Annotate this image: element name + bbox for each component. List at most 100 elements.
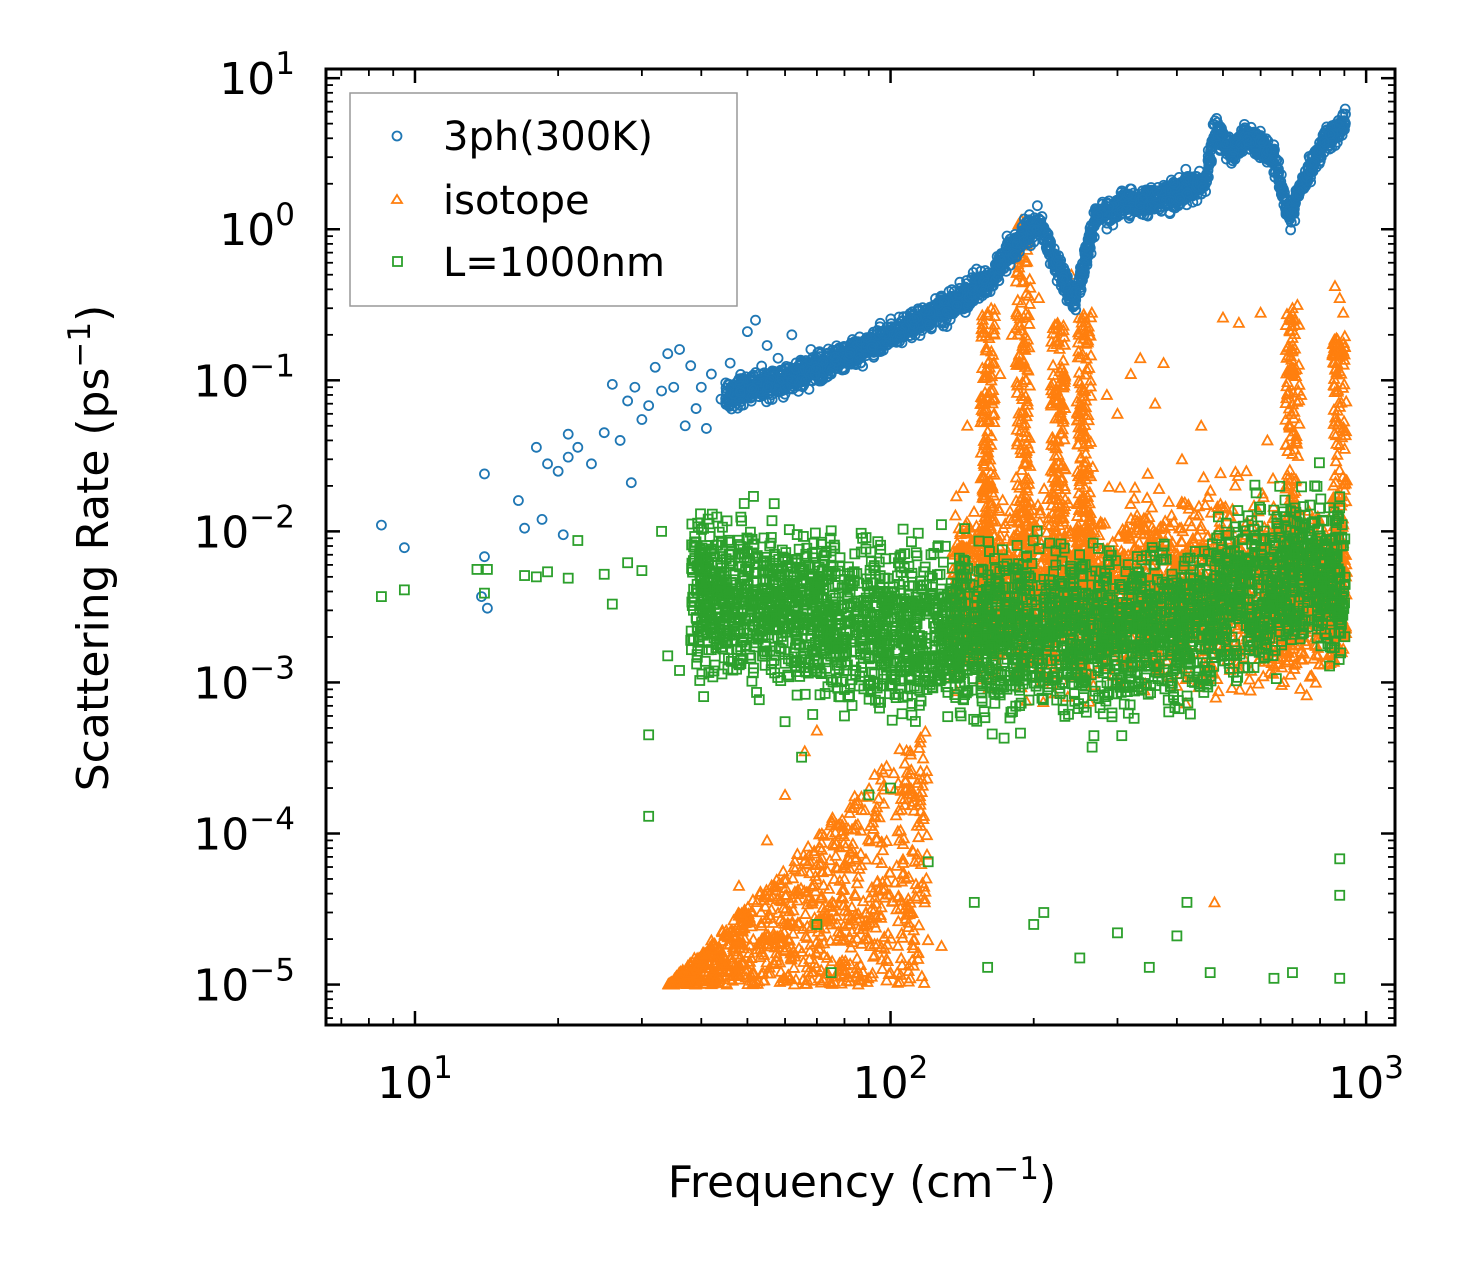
- isotope-point: [850, 931, 864, 944]
- isotope-point: [823, 853, 837, 866]
- isotope-point: [852, 972, 866, 985]
- isotope-point: [909, 889, 923, 902]
- isotope-point: [814, 963, 828, 976]
- isotope-point: [903, 905, 918, 917]
- isotope-point: [696, 956, 710, 968]
- isotope-point: [830, 817, 844, 830]
- isotope-point: [846, 913, 860, 926]
- isotope-point: [727, 944, 741, 957]
- isotope-point: [757, 948, 771, 960]
- isotope-point: [1152, 482, 1166, 494]
- isotope-point: [786, 871, 800, 884]
- isotope-point: [845, 900, 859, 912]
- isotope-point: [868, 948, 882, 961]
- isotope-point: [719, 929, 733, 941]
- isotope-point: [907, 958, 921, 971]
- isotope-point: [680, 974, 694, 987]
- isotope-point: [914, 731, 928, 743]
- isotope-point: [825, 814, 839, 826]
- isotope-point: [878, 890, 892, 903]
- isotope-point: [866, 885, 880, 898]
- isotope-point: [956, 481, 970, 493]
- isotope-point: [865, 969, 879, 982]
- isotope-point: [905, 784, 919, 796]
- isotope-point: [917, 809, 931, 821]
- isotope-point: [812, 937, 826, 949]
- isotope-point: [807, 877, 821, 890]
- isotope-point: [869, 831, 883, 844]
- isotope-point: [715, 925, 729, 938]
- isotope-point: [894, 823, 908, 836]
- isotope-point: [777, 872, 791, 885]
- isotope-point: [825, 912, 839, 925]
- isotope-point: [724, 950, 738, 963]
- isotope-point: [773, 955, 787, 968]
- isotope-point: [866, 822, 880, 834]
- isotope-point: [786, 926, 800, 939]
- isotope-point: [788, 884, 802, 897]
- isotope-point: [920, 828, 934, 841]
- isotope-point: [738, 931, 752, 944]
- isotope-point: [916, 751, 930, 764]
- plot-area: [376, 103, 1354, 990]
- isotope-point: [709, 972, 723, 985]
- isotope-point: [767, 956, 781, 968]
- isotope-point: [801, 839, 815, 852]
- isotope-point: [911, 776, 925, 788]
- isotope-point: [911, 830, 925, 843]
- isotope-point: [870, 852, 884, 865]
- isotope-point: [827, 838, 841, 851]
- isotope-point: [862, 781, 876, 794]
- isotope-point: [784, 940, 798, 953]
- isotope-point: [836, 891, 850, 904]
- isotope-point: [825, 900, 839, 912]
- isotope-point: [915, 785, 929, 797]
- isotope-point: [851, 817, 865, 830]
- isotope-point: [891, 914, 905, 927]
- isotope-point: [758, 929, 772, 942]
- isotope-point: [894, 792, 908, 804]
- isotope-point: [914, 819, 928, 831]
- isotope-point: [815, 851, 829, 864]
- isotope-point: [865, 880, 879, 893]
- isotope-point: [805, 973, 819, 986]
- isotope-point: [701, 961, 715, 974]
- isotope-point: [771, 892, 785, 905]
- isotope-point: [869, 910, 883, 923]
- isotope-point: [759, 883, 774, 896]
- isotope-point: [855, 803, 869, 815]
- isotope-point: [795, 945, 809, 957]
- isotope-point: [786, 903, 800, 916]
- isotope-point: [774, 912, 788, 925]
- isotope-point: [876, 843, 890, 856]
- isotope-point: [817, 973, 831, 986]
- isotope-point: [695, 947, 709, 960]
- isotope-point: [829, 848, 843, 861]
- isotope-point: [735, 922, 749, 935]
- isotope-point: [875, 856, 889, 868]
- isotope-point: [732, 908, 746, 921]
- isotope-point: [875, 835, 889, 847]
- isotope-point: [896, 837, 910, 850]
- isotope-point: [854, 858, 868, 871]
- isotope-point: [834, 976, 848, 989]
- isotope-point: [859, 852, 873, 865]
- isotope-point: [851, 869, 865, 882]
- isotope-point: [1127, 491, 1141, 504]
- isotope-point: [898, 774, 912, 787]
- isotope-point: [849, 818, 863, 831]
- isotope-point: [888, 875, 902, 888]
- isotope-point: [833, 874, 847, 886]
- isotope-point: [773, 937, 787, 950]
- isotope-point: [908, 854, 922, 867]
- isotope-point: [802, 848, 816, 861]
- isotope-point: [805, 879, 819, 892]
- isotope-point: [876, 765, 891, 778]
- isotope-point: [843, 854, 857, 867]
- isotope-point: [825, 954, 839, 967]
- isotope-point: [919, 871, 933, 884]
- isotope-point: [1102, 479, 1116, 492]
- isotope-point: [843, 845, 857, 858]
- isotope-point: [918, 724, 932, 737]
